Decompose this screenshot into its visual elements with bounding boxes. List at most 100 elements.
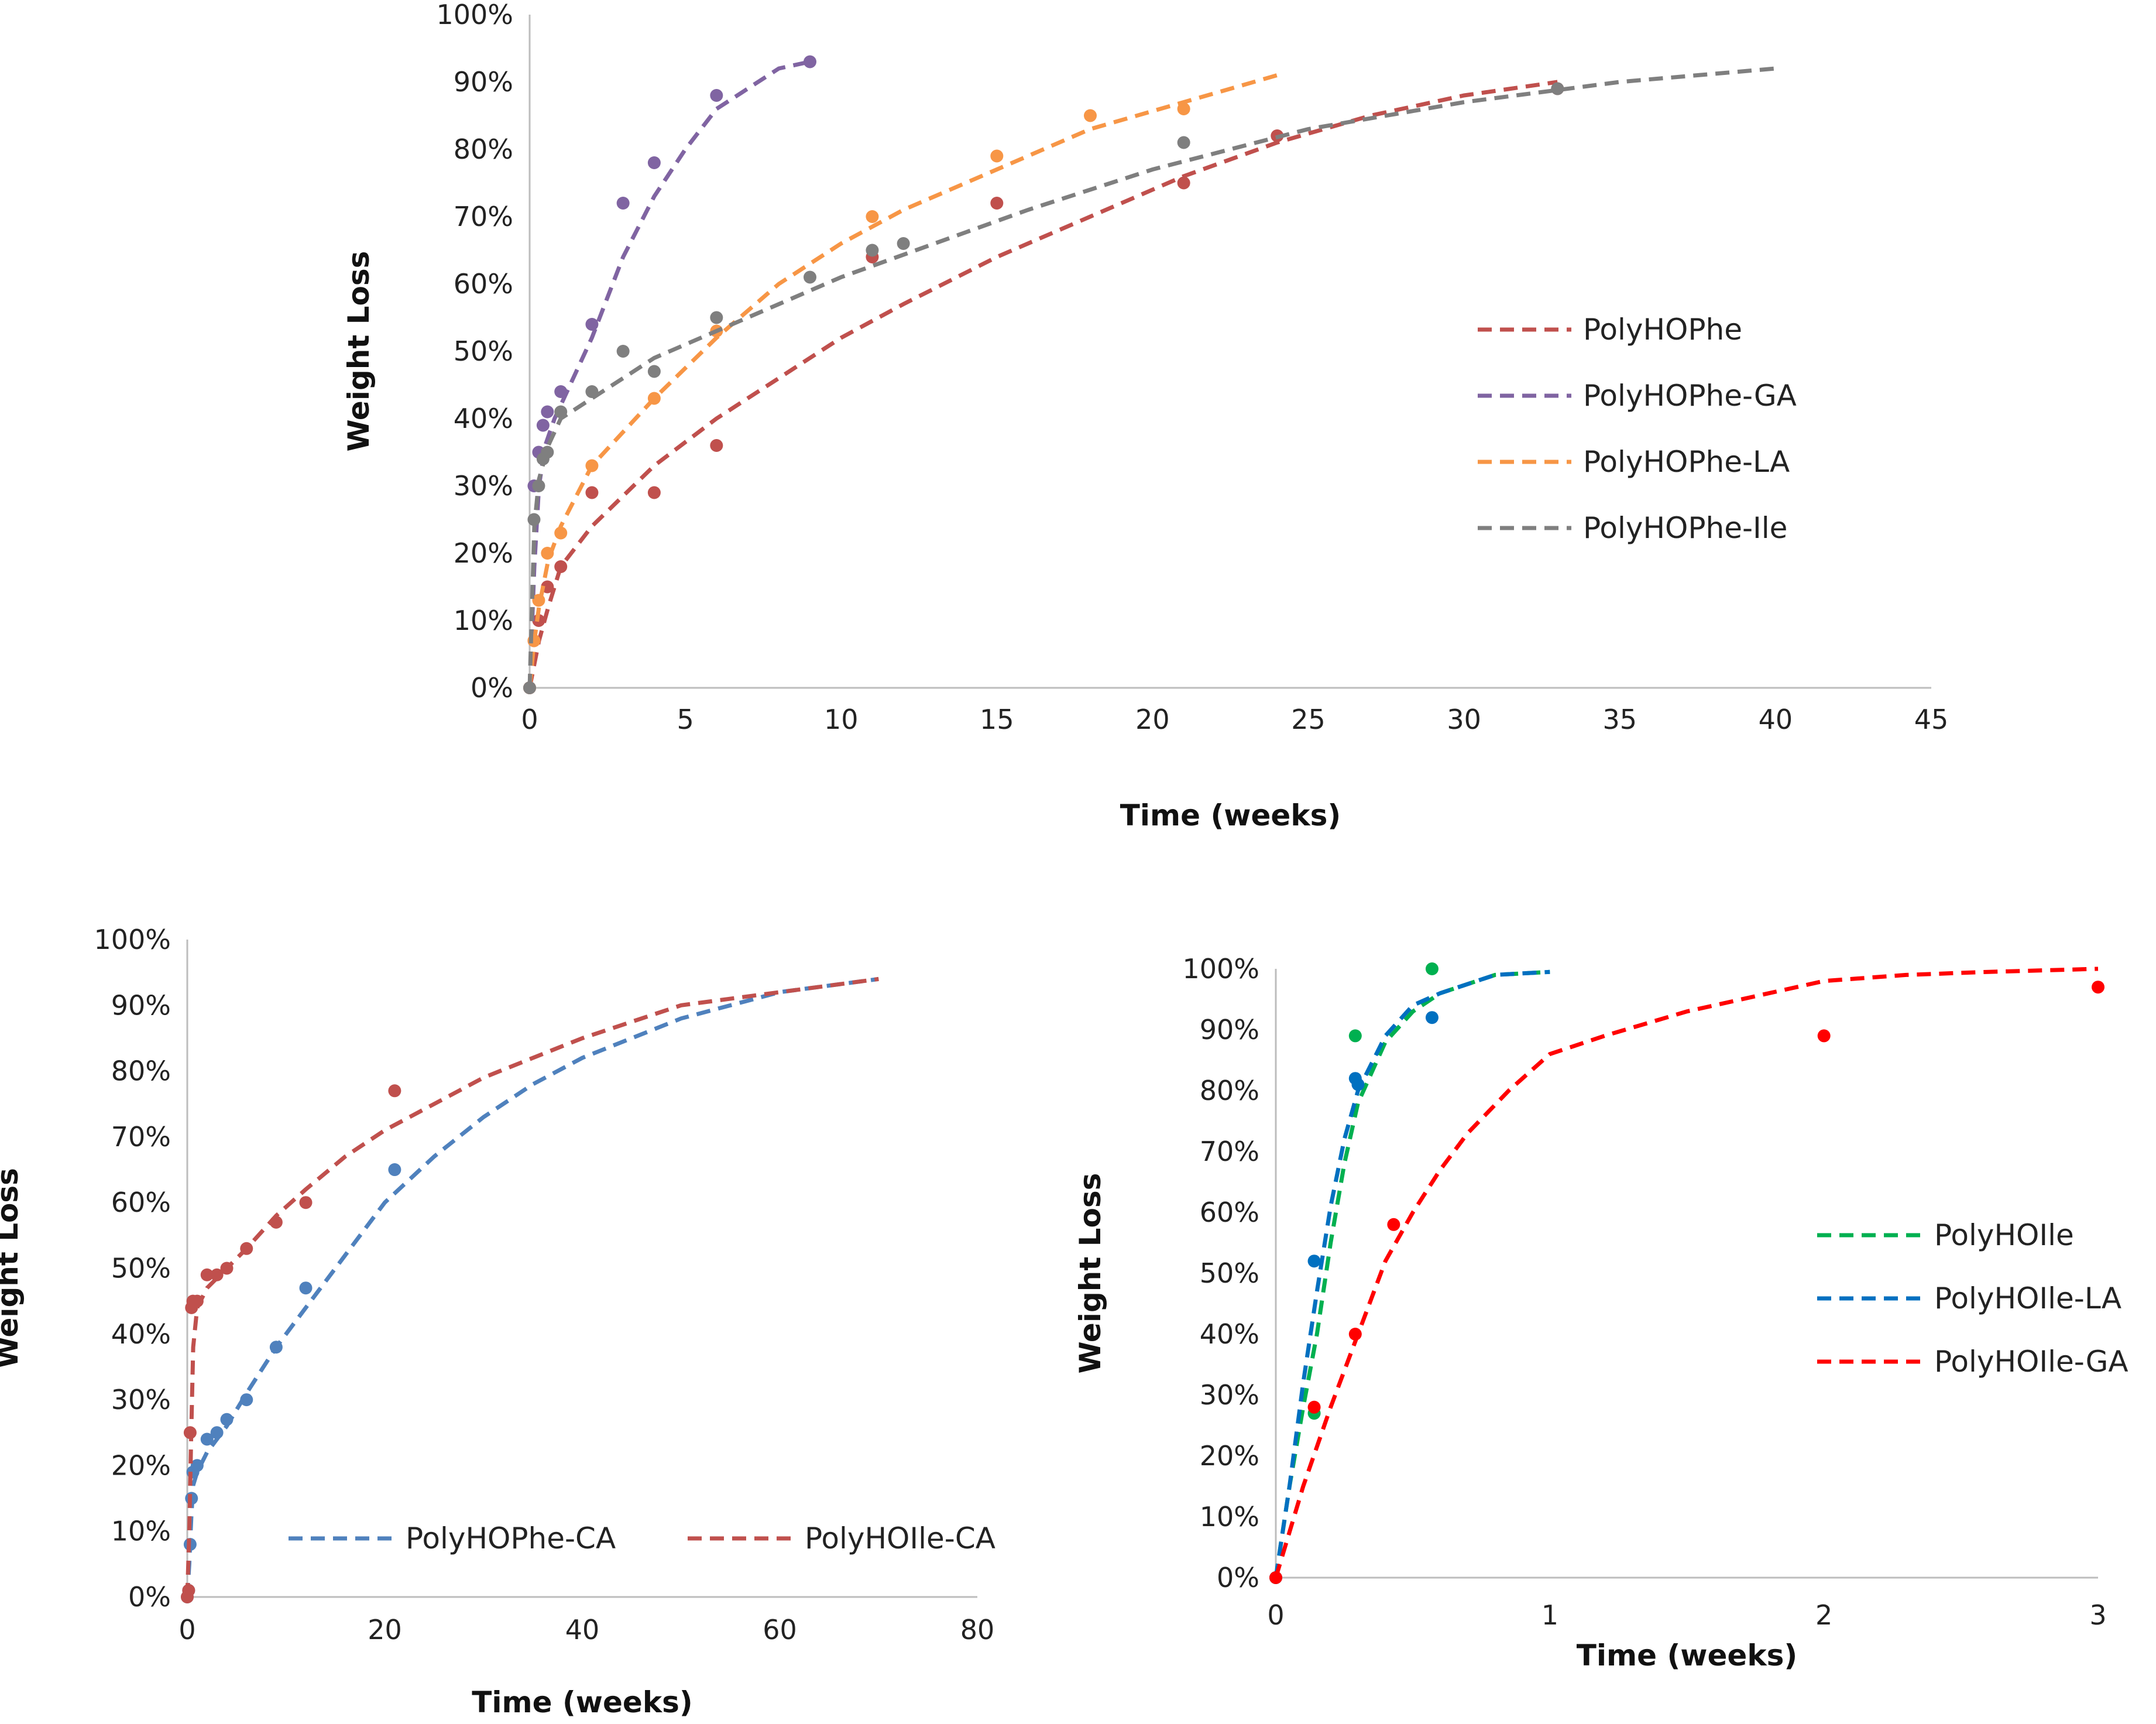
y-axis-label: Weight Loss <box>342 251 376 452</box>
data-point <box>532 594 545 607</box>
y-tick-label: 10% <box>1200 1501 1259 1533</box>
data-point <box>527 513 541 526</box>
legend-label: PolyHOIle-LA <box>1934 1281 2121 1315</box>
x-tick-label: 25 <box>1291 704 1326 735</box>
series-PolyHOPhe-LA <box>523 73 1278 694</box>
legend-label: PolyHOIle-CA <box>805 1521 995 1555</box>
data-point <box>536 419 550 432</box>
legend: PolyHOPhe-CA PolyHOIle-CA <box>289 1521 995 1555</box>
data-point <box>897 237 910 250</box>
trendline <box>1273 969 1550 1578</box>
data-point <box>269 1341 283 1354</box>
data-point <box>541 405 554 419</box>
data-point <box>1551 82 1564 95</box>
data-point <box>710 89 723 102</box>
data-point <box>1351 1078 1365 1091</box>
data-point <box>990 197 1004 210</box>
chart-3: 0 1 2 30%10%20%30%40%50%60%70%80%90%100%Tim… <box>1073 953 2128 1672</box>
y-tick-label: 60% <box>1200 1197 1259 1228</box>
y-tick-label: 50% <box>454 335 513 367</box>
y-tick-label: 80% <box>111 1055 171 1087</box>
data-point <box>532 479 545 492</box>
y-tick-label: 10% <box>454 605 513 636</box>
data-point <box>541 445 554 459</box>
legend-item: PolyHOIle-LA <box>1817 1281 2121 1315</box>
y-tick-label: 0% <box>128 1581 171 1613</box>
legend-item: PolyHOPhe <box>1478 313 1742 347</box>
data-point <box>299 1281 313 1295</box>
legend-label: PolyHOPhe <box>1583 313 1742 347</box>
legend-item: PolyHOIle-GA <box>1817 1345 2128 1379</box>
data-point <box>1348 1029 1362 1043</box>
x-tick-label: 10 <box>824 704 859 735</box>
series-PolyHOIle-CA <box>181 976 879 1603</box>
y-tick-label: 30% <box>1200 1379 1259 1411</box>
data-point <box>585 318 599 331</box>
trendline <box>185 976 879 1598</box>
data-point <box>541 547 554 560</box>
x-tick-label: 2 <box>1815 1599 1832 1631</box>
data-point <box>1307 1400 1321 1414</box>
data-point <box>554 526 568 540</box>
y-tick-label: 70% <box>454 201 513 232</box>
trendline <box>1273 969 1550 1578</box>
data-point <box>647 392 661 405</box>
legend-label: PolyHOPhe-Ile <box>1583 511 1787 545</box>
data-point <box>2092 981 2104 994</box>
data-point <box>1177 102 1190 115</box>
series-PolyHOIle-LA <box>1269 969 1550 1584</box>
data-point <box>1269 1571 1282 1584</box>
y-tick-label: 20% <box>111 1449 171 1481</box>
trendline <box>527 60 811 688</box>
data-point <box>647 365 661 378</box>
data-point <box>183 1426 197 1439</box>
data-point <box>616 345 630 358</box>
data-point <box>554 405 568 419</box>
y-tick-label: 50% <box>1200 1257 1259 1289</box>
data-point <box>210 1268 224 1281</box>
y-tick-label: 70% <box>1200 1136 1259 1167</box>
series-PolyHOIle <box>1269 962 1550 1584</box>
data-point <box>647 486 661 499</box>
y-tick-label: 60% <box>111 1187 171 1218</box>
y-tick-label: 20% <box>454 537 513 569</box>
x-tick-label: 3 <box>2089 1599 2106 1631</box>
data-point <box>1084 109 1097 122</box>
trendline <box>185 976 879 1598</box>
x-tick-label: 1 <box>1542 1599 1558 1631</box>
data-point <box>200 1432 214 1446</box>
x-tick-label: 20 <box>1135 704 1170 735</box>
legend-item: PolyHOPhe-LA <box>1478 445 1790 479</box>
y-tick-label: 40% <box>111 1318 171 1350</box>
x-axis-label: Time (weeks) <box>472 1685 692 1719</box>
legend-label: PolyHOIle-GA <box>1934 1345 2128 1379</box>
x-tick-label: 45 <box>1914 704 1949 735</box>
y-tick-label: 80% <box>1200 1075 1259 1106</box>
data-point <box>1177 176 1190 190</box>
y-tick-label: 100% <box>1182 953 1259 985</box>
legend-label: PolyHOIle <box>1934 1218 2074 1252</box>
data-point <box>388 1084 401 1098</box>
y-tick-label: 40% <box>1200 1318 1259 1350</box>
x-tick-label: 40 <box>565 1614 600 1646</box>
data-point <box>269 1215 283 1229</box>
data-point <box>299 1196 313 1209</box>
x-tick-label: 5 <box>677 704 694 735</box>
chart-1: 0 5 10 15 20 25 30 35 40 45 0% 10% 20% 30% 40% 50% 60% 70… <box>342 0 1948 832</box>
data-point <box>1425 962 1439 975</box>
legend: PolyHOIle PolyHOIle-LA PolyHOIle-GA <box>1817 1218 2128 1379</box>
legend-item: PolyHOPhe-CA <box>289 1521 616 1555</box>
legend-label: PolyHOPhe-CA <box>406 1521 616 1555</box>
x-tick-label: 35 <box>1603 704 1637 735</box>
y-tick-label: 100% <box>94 924 171 955</box>
data-point <box>710 439 723 452</box>
y-tick-label: 10% <box>111 1516 171 1547</box>
chart-2: 0 20 40 60 80 0% 10% 20% 30% 40% 50% 60% 70% 80% 90% 10… <box>0 924 995 1719</box>
data-point <box>1387 1218 1400 1231</box>
data-point <box>554 385 568 398</box>
data-point <box>647 156 661 169</box>
data-point <box>240 1393 253 1407</box>
legend-item: PolyHOIle <box>1817 1218 2074 1252</box>
x-tick-label: 20 <box>368 1614 402 1646</box>
